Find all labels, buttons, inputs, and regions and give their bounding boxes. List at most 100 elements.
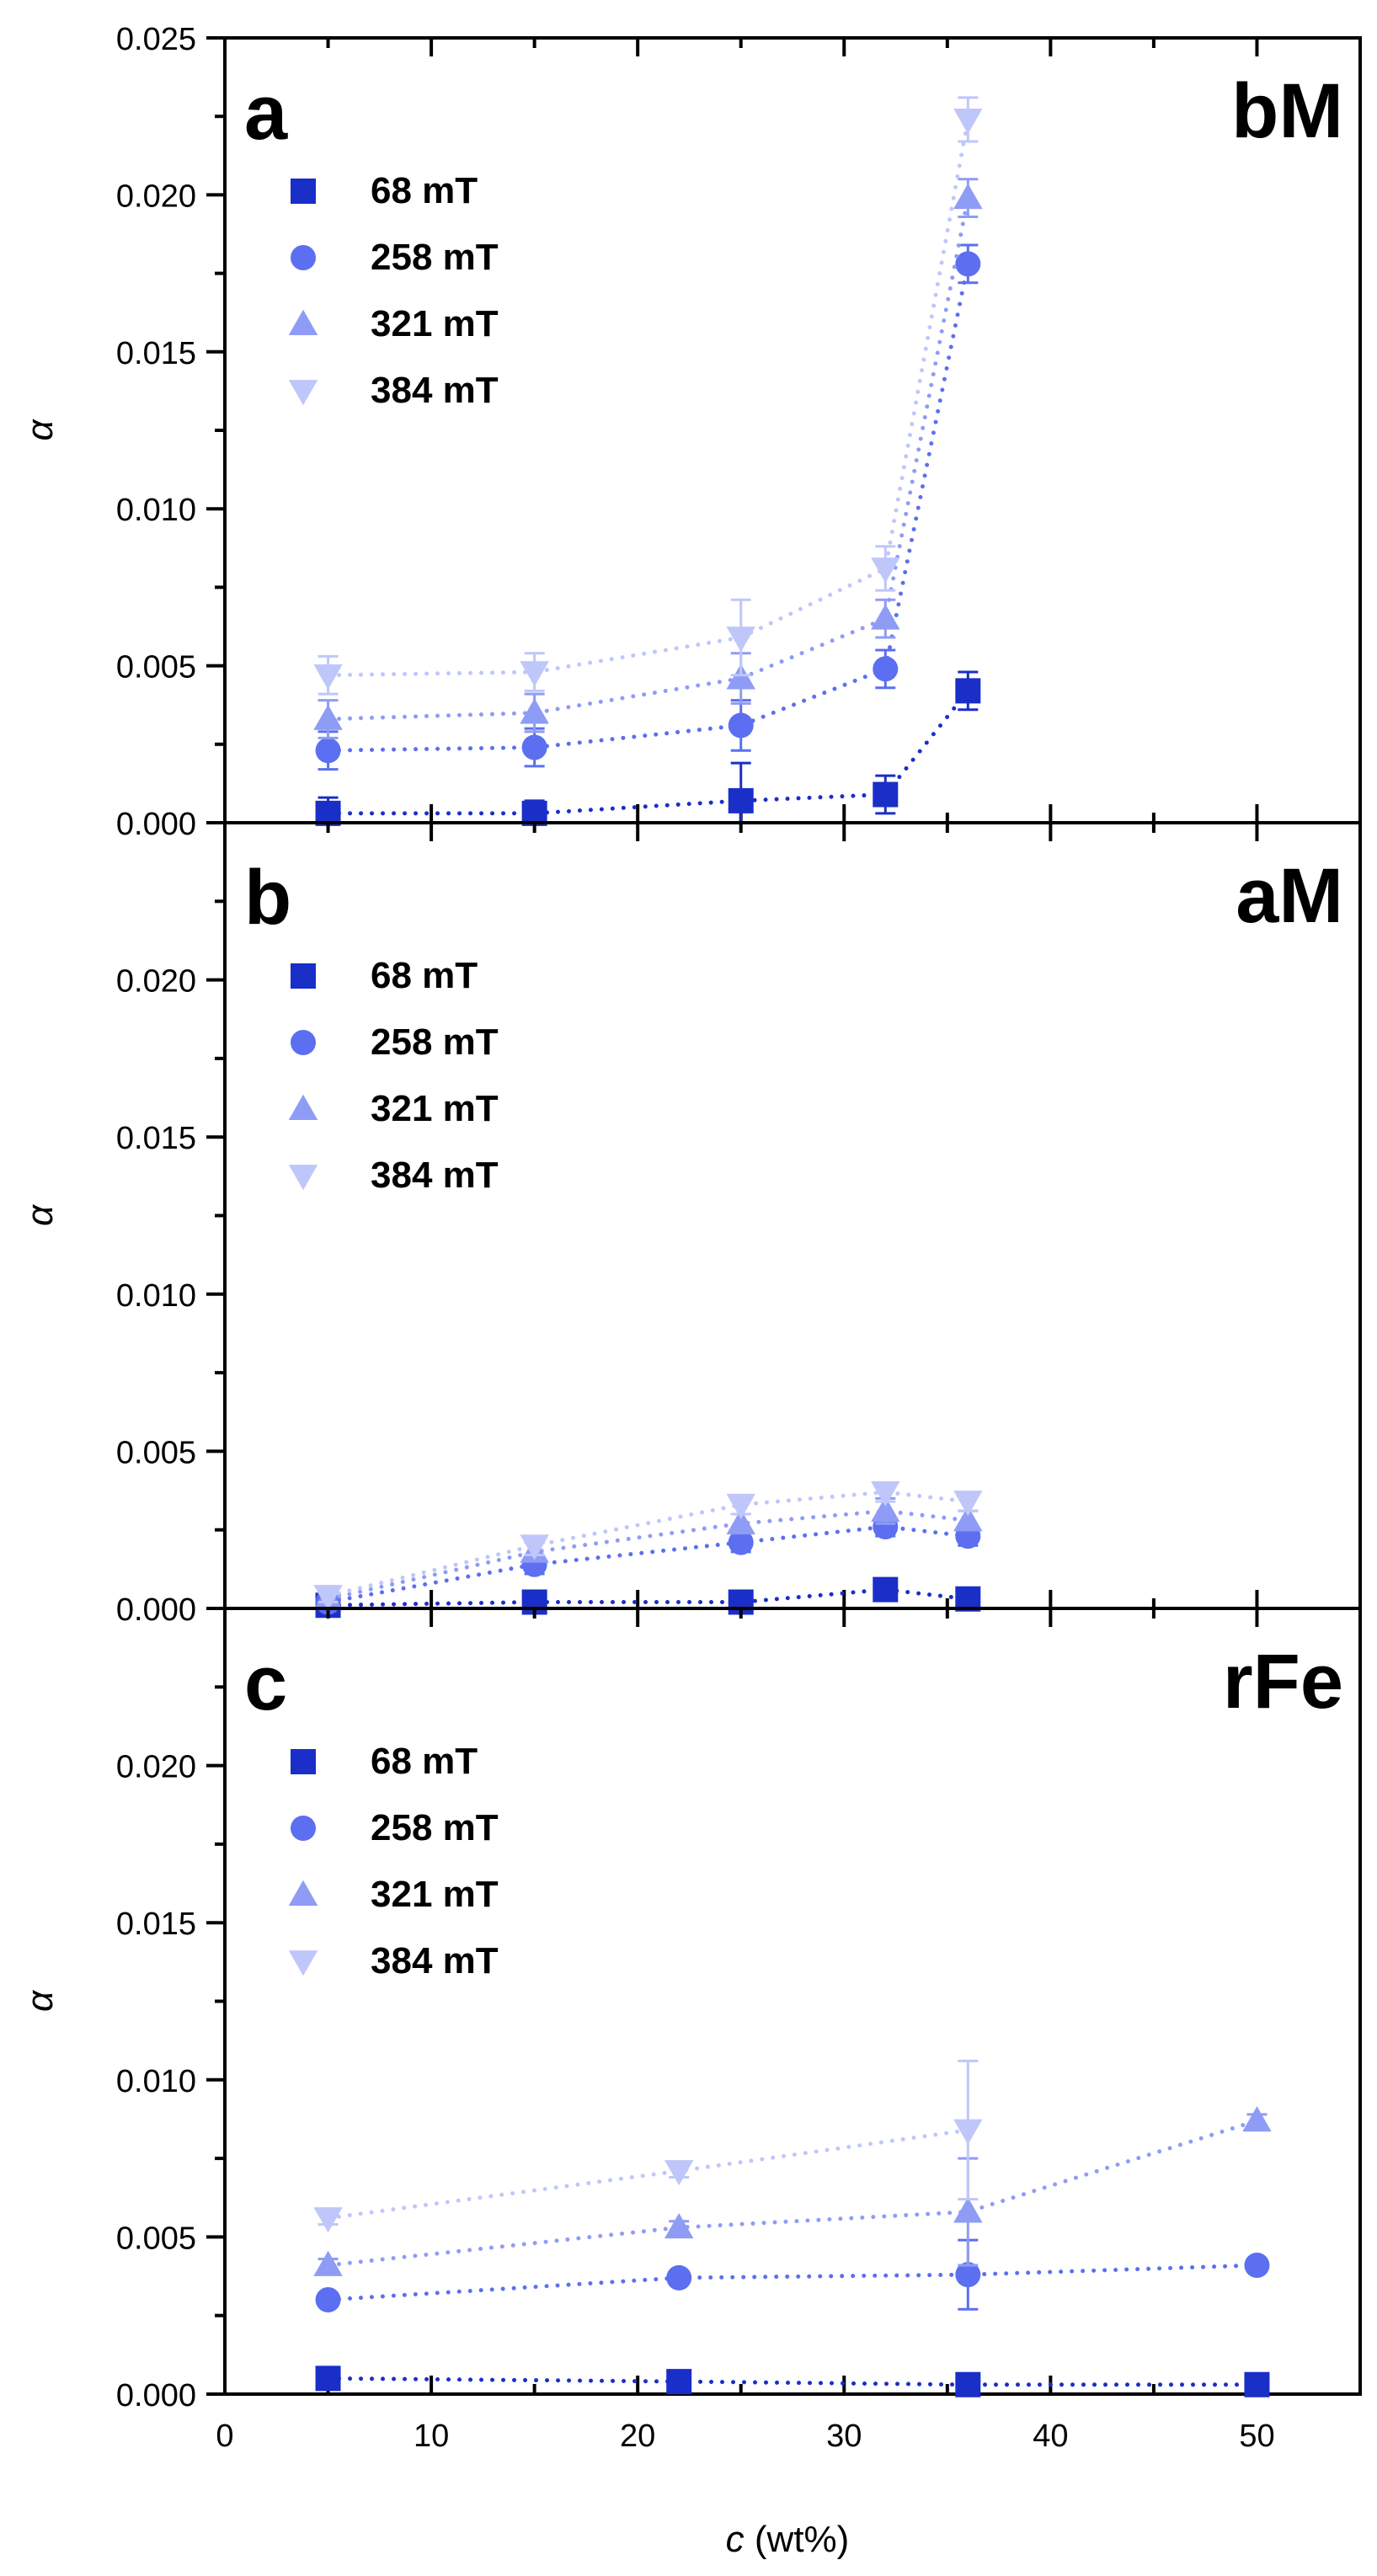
legend: 68 mT 258 mT 321 mT 384 mT <box>288 955 499 1196</box>
y-tick-label: 0.020 <box>116 179 196 214</box>
x-axis-title: c (wt%) <box>726 2519 850 2560</box>
series-258-mT <box>315 2238 1270 2313</box>
y-tick-label: 0.005 <box>116 1435 196 1470</box>
series-384-mT <box>313 2059 983 2233</box>
data-point <box>955 1586 981 1612</box>
x-tick-label: 10 <box>414 2419 449 2454</box>
y-axis-title: α <box>19 1989 61 2012</box>
data-point <box>955 2262 981 2288</box>
data-point <box>728 712 754 739</box>
legend-marker <box>288 309 318 335</box>
series-trend-line <box>326 688 970 816</box>
series-384-mT <box>313 96 983 696</box>
series-321-mT <box>313 178 983 739</box>
legend-marker <box>288 1165 318 1191</box>
plot-frame <box>223 821 1362 1610</box>
legend-marker <box>291 1749 316 1774</box>
y-tick-label: 0.005 <box>116 650 196 685</box>
legend-label: 258 mT <box>371 1021 499 1063</box>
series-258-mT <box>315 243 981 771</box>
panel-a: 0.000 0.005 0.010 0.015 0.020 0.025 α a bM 68 mT 2… <box>19 22 1362 842</box>
series-68-mT <box>315 1576 981 1619</box>
series-trend-line <box>326 2376 1259 2387</box>
data-point <box>953 2197 983 2223</box>
plot-frame <box>223 1607 1362 2396</box>
data-point <box>873 656 899 682</box>
data-point <box>871 604 900 630</box>
legend-label: 258 mT <box>371 1807 499 1848</box>
legend-label: 68 mT <box>371 170 478 211</box>
panel-letter: b <box>244 855 291 941</box>
x-tick-label: 40 <box>1033 2419 1068 2454</box>
data-point <box>313 704 343 730</box>
series-trend-line <box>326 1490 970 1598</box>
data-point <box>955 2371 981 2397</box>
x-tick-label: 30 <box>826 2419 862 2454</box>
panel-c: 0.000 0.005 0.010 0.015 0.020 0 10 20 30 40 50 α c rF… <box>19 1607 1362 2454</box>
legend-marker <box>288 380 318 406</box>
y-tick-label: 0.005 <box>116 2221 196 2256</box>
legend-label: 258 mT <box>371 237 499 278</box>
data-point <box>955 678 981 704</box>
legend-marker <box>291 1030 316 1055</box>
data-point <box>873 1576 899 1603</box>
series-trend-line <box>326 2263 1259 2302</box>
data-point <box>1244 2371 1270 2397</box>
data-point <box>666 2369 692 2395</box>
x-tick-label: 0 <box>216 2419 233 2454</box>
data-point <box>664 2160 694 2186</box>
data-point <box>871 1480 900 1507</box>
legend: 68 mT 258 mT 321 mT 384 mT <box>288 1741 499 1981</box>
legend-label: 321 mT <box>371 303 499 344</box>
data-point <box>873 781 899 808</box>
legend-marker <box>291 1816 316 1841</box>
legend-label: 384 mT <box>371 1940 499 1981</box>
data-point <box>726 627 755 653</box>
data-point <box>953 1491 983 1517</box>
data-point <box>520 698 549 724</box>
series-trend-line <box>326 1587 970 1608</box>
y-tick-label: 0.015 <box>116 1907 196 1942</box>
data-point <box>728 1529 754 1555</box>
data-point <box>728 787 754 813</box>
y-tick-label: 0.000 <box>116 1592 196 1628</box>
y-tick-label: 0.010 <box>116 2064 196 2099</box>
legend-marker <box>288 1880 318 1906</box>
y-tick-label: 0.020 <box>116 964 196 1000</box>
data-point <box>726 1508 755 1535</box>
data-point <box>520 1534 549 1560</box>
legend-marker <box>291 179 316 204</box>
legend-marker <box>288 1950 318 1976</box>
data-point <box>953 2119 983 2145</box>
data-point <box>315 2287 341 2313</box>
y-axis-title: α <box>19 1203 61 1226</box>
data-point <box>313 664 343 691</box>
y-tick-label: 0.000 <box>116 807 196 842</box>
y-tick-label: 0.010 <box>116 1278 196 1314</box>
data-point <box>666 2264 692 2291</box>
y-tick-label: 0.015 <box>116 336 196 371</box>
panel-letter: c <box>244 1640 287 1726</box>
data-point <box>955 251 981 277</box>
series-trend-line <box>326 1508 970 1602</box>
y-axis-title: α <box>19 419 61 441</box>
series-321-mT <box>313 2106 1272 2276</box>
data-point <box>726 1493 755 1520</box>
legend-label: 321 mT <box>371 1874 499 1915</box>
data-point <box>313 2250 343 2276</box>
data-point <box>315 800 341 826</box>
x-tick-label: 50 <box>1239 2419 1274 2454</box>
legend-label: 68 mT <box>371 1741 478 1782</box>
data-point <box>726 664 755 690</box>
panel-tag: rFe <box>1223 1639 1343 1725</box>
data-point <box>1242 2106 1272 2132</box>
data-point <box>520 661 549 687</box>
panel-b: 0.000 0.005 0.010 0.015 0.020 α b aM 68 mT 258 mT… <box>19 821 1362 1628</box>
legend-label: 321 mT <box>371 1088 499 1129</box>
series-trend-line <box>326 1524 970 1605</box>
data-point <box>953 108 983 135</box>
panel-letter: a <box>244 70 288 156</box>
data-point <box>521 734 547 760</box>
legend-label: 384 mT <box>371 1155 499 1196</box>
